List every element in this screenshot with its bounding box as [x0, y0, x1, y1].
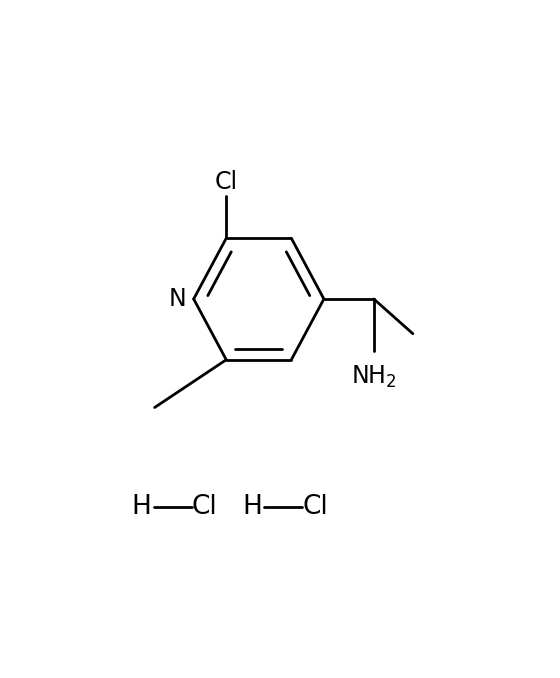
Text: NH$_2$: NH$_2$ — [351, 364, 396, 391]
Text: N: N — [168, 287, 186, 311]
Text: Cl: Cl — [214, 170, 238, 194]
Text: H: H — [242, 494, 262, 520]
Text: H: H — [132, 494, 152, 520]
Text: Cl: Cl — [192, 494, 217, 520]
Text: Cl: Cl — [302, 494, 328, 520]
